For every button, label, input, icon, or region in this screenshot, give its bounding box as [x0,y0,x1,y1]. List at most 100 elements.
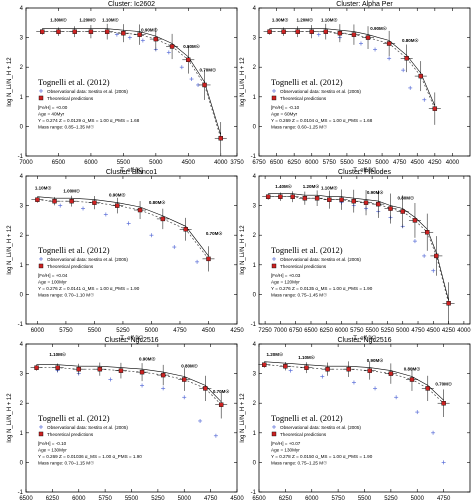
model-point [372,190,385,218]
mass-label: 1.30M☉ [50,17,68,22]
mass-label: 0.80M☉ [181,364,199,369]
panel-3: Cluster: Blanco1 6000 5750 5500 5250 5000 4750… [7,169,244,342]
obs-point [179,65,184,70]
model-line-upper [264,361,444,401]
model-point [396,195,409,228]
model-point [291,26,304,38]
model-point [101,23,114,40]
obs-point [316,32,321,37]
model-line-upper [36,364,222,402]
mass-label: 0.80M☉ [404,367,422,372]
obs-point [373,47,378,52]
x-tick-label: 4000 [214,160,228,166]
mass-label: 1.20M☉ [296,17,314,22]
x-tick-label: 4000 [446,160,460,166]
legend-theo: Theoretical predictions [47,264,94,269]
model-point [65,195,78,207]
legend-title: Tognelli et al. (2012) [38,77,110,87]
x-tick-label: 6500 [252,496,266,502]
legend-param: Mass range: 0.70–1.10 M☉ [38,292,95,297]
x-tick-label: 5750 [331,496,345,502]
model-point [199,375,212,401]
legend-theo: Theoretical predictions [47,432,94,437]
model-point [437,389,450,417]
legend-theo-marker [38,431,44,437]
model-point [149,27,162,51]
y-tick-label: 3 [253,36,257,42]
legend-param: Y = 0.274 Z = 0.0129 α_MS = 1.00 α_PMS =… [38,118,140,123]
x-tick-label: 6000 [84,160,98,166]
legend-obs-marker [39,424,43,429]
y-tick-label: 4 [20,6,24,12]
panel-6: Cluster: Ngc2516 6500 6250 6000 5750 5500 5250… [240,337,471,502]
legend-param: Mass range: 0.85–1.35 M☉ [38,124,95,129]
panel-title: Cluster: Ic2602 [108,1,155,8]
x-tick-label: 4500 [182,160,196,166]
y-tick-label: 3 [20,36,24,42]
panel-4: Cluster: Pleiodes 7250 7000 6750 6500 6250 600… [240,169,471,342]
mass-label: 1.10M☉ [49,352,67,357]
model-point [30,364,43,371]
x-tick-label: 6000 [305,496,319,502]
mass-label: 0.90M☉ [139,356,157,361]
x-tick-label: 4500 [230,496,244,502]
x-tick-label: 4250 [442,328,456,334]
y-tick-label: 3 [253,372,257,378]
x-axis-label: T_eff [K] [353,168,376,174]
mass-label: 1.10M☉ [35,185,53,190]
model-point [111,197,124,214]
mass-label: 1.00M☉ [63,188,81,193]
legend-param: [Fe/H] = +0.00 [38,105,68,110]
x-tick-label: 4250 [230,328,244,334]
x-tick-label: 4750 [204,496,218,502]
x-tick-label: 6000 [335,328,349,334]
x-axis-label: T_eff [K] [353,336,376,342]
legend-param: Age = 100Myr [38,279,67,284]
model-line [36,367,222,405]
mass-label: 0.80M☉ [149,200,167,205]
model-point [335,189,348,210]
x-tick-label: 5750 [98,496,112,502]
legend-param: [Fe/H] = +0.03 [271,273,301,278]
y-tick-label: 3 [20,204,24,210]
x-tick-label: 5000 [145,328,159,334]
y-tick-label: 4 [253,174,257,180]
model-point [383,30,396,57]
x-tick-label: 5500 [117,160,131,166]
legend-param: Y = 0.276 Z = 0.0141 α_MS = 1.00 α_PMS =… [38,286,140,291]
legend-obs: Observational data: Sestito et al. (2005… [47,425,128,430]
x-tick-label: 5500 [125,496,139,502]
obs-point [172,245,177,250]
x-tick-label: 5750 [350,328,364,334]
y-axis-label: log N_Li/N_H + 12 [7,57,13,107]
obs-point [431,268,436,273]
legend-theo-marker [271,95,277,101]
mass-label: 1.20M☉ [303,184,321,189]
legend-title: Tognelli et al. (2012) [38,245,110,255]
panel-5: Cluster: Ngc2516 6500 6250 6000 5750 5500 5250… [7,337,244,502]
model-point [300,362,313,374]
y-tick-label: 4 [20,174,24,180]
legend-param: Y = 0.278 Z = 0.0150 α_MS = 1.00 α_PMS =… [271,454,373,459]
y-tick-label: 1 [20,431,24,437]
legend-obs: Observational data: Sestito et al. (2005… [280,89,361,94]
legend-obs: Observational data: Sestito et al. (2005… [47,89,128,94]
y-axis-label: log N_Li/N_H + 12 [240,57,246,107]
x-tick-label: 5500 [358,496,372,502]
legend-param: Age = 130Myr [271,447,300,452]
x-tick-label: 5250 [381,328,395,334]
x-tick-label: 4500 [411,160,425,166]
x-tick-label: 6500 [52,160,66,166]
x-tick-label: 6000 [72,496,86,502]
model-point [72,363,85,375]
obs-point [182,395,187,400]
x-tick-label: 5250 [384,496,398,502]
y-tick-label: -1 [251,154,257,160]
model-point [421,213,434,251]
y-tick-label: 1 [20,263,24,269]
mass-label: 1.10M☉ [321,17,339,22]
model-point [215,390,228,419]
y-tick-label: 3 [253,204,257,210]
model-point [421,375,434,401]
mass-label: 0.90M☉ [367,358,385,363]
